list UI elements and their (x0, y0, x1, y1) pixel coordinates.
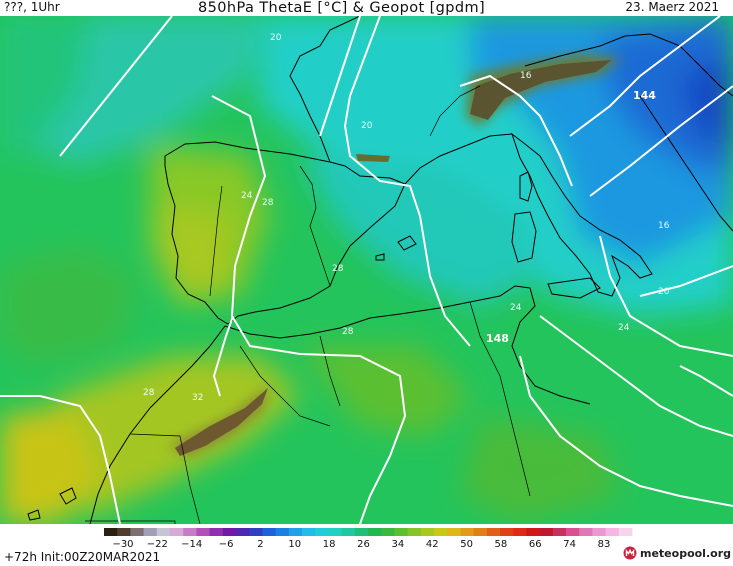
legend-swatch (130, 528, 144, 536)
legend-tick-label: 18 (323, 539, 336, 550)
legend-swatch (394, 528, 408, 536)
contour-label: 28 (143, 388, 155, 398)
legend-swatch (500, 528, 514, 536)
legend-swatch (618, 528, 633, 536)
coastlines (27, 16, 733, 524)
contour-label: 24 (510, 303, 522, 313)
legend-tick-label: 10 (288, 539, 301, 550)
legend-swatch (143, 528, 158, 536)
borders (85, 85, 531, 524)
contour-label: 28 (262, 198, 274, 208)
contour-label: 16 (520, 71, 532, 81)
legend-swatch (473, 528, 488, 536)
legend-swatches (104, 528, 633, 536)
contour-label: 28 (332, 264, 344, 274)
geopot-label: 148 (486, 332, 509, 345)
legend-swatch (117, 528, 131, 536)
legend-tick-label: 26 (357, 539, 370, 550)
legend-swatch (605, 528, 620, 536)
legend-tick-label: 42 (426, 539, 439, 550)
legend-tick-label: 34 (391, 539, 404, 550)
legend-swatch (434, 528, 448, 536)
legend-swatch (156, 528, 171, 536)
legend-swatch (381, 528, 395, 536)
legend-swatch (170, 528, 184, 536)
legend-swatch (526, 528, 540, 536)
legend-swatch (407, 528, 422, 536)
contour-label: 24 (241, 191, 253, 201)
legend-tick-label: 58 (495, 539, 508, 550)
legend-tick-label: 74 (563, 539, 576, 550)
contour-label: 20 (361, 121, 373, 131)
contour-label: 20 (658, 287, 670, 297)
legend-swatch (592, 528, 606, 536)
legend-swatch (328, 528, 342, 536)
legend-tick-label: 50 (460, 539, 473, 550)
legend-swatch (420, 528, 435, 536)
legend-swatch (288, 528, 303, 536)
legend-swatch (183, 528, 197, 536)
contour-label: 20 (270, 33, 282, 43)
contour-label: 16 (658, 221, 670, 231)
legend-swatch (236, 528, 250, 536)
legend-tick-label: −22 (147, 539, 168, 550)
legend-swatch (222, 528, 237, 536)
legend-swatch (539, 528, 554, 536)
geopot-labels: 144 148 (486, 89, 656, 345)
legend-tick-label: 2 (257, 539, 263, 550)
legend-swatch (447, 528, 461, 536)
meteopool-logo[interactable]: meteopool.org (623, 546, 731, 560)
legend-tick-label: 66 (529, 539, 542, 550)
legend-tick-label: 83 (598, 539, 611, 550)
header-run-info: ???, 1Uhr (4, 0, 60, 14)
legend-swatch (262, 528, 276, 536)
legend-swatch (104, 528, 118, 536)
legend-swatch (579, 528, 593, 536)
meteopool-logo-icon (623, 546, 637, 560)
legend-swatch (249, 528, 263, 536)
legend-tick-label: −6 (219, 539, 234, 550)
map-title: 850hPa ThetaE [°C] & Geopot [gpdm] (198, 0, 486, 16)
forecast-init-info: +72h Init:00Z20MAR2021 (4, 550, 161, 564)
contour-labels: 20 16 20 24 28 28 28 24 16 20 24 28 32 (143, 33, 670, 403)
legend-swatch (486, 528, 501, 536)
geopot-label: 144 (633, 89, 656, 102)
legend-swatch (513, 528, 527, 536)
contour-label: 32 (192, 393, 203, 403)
legend-tick-label: −14 (181, 539, 202, 550)
legend-swatch (460, 528, 474, 536)
legend-swatch (209, 528, 224, 536)
legend-swatch (196, 528, 210, 536)
contour-lines (0, 16, 733, 524)
legend-swatch (552, 528, 567, 536)
legend-tick-labels: −30 −22 −14 −6 2 10 18 26 34 42 50 58 66 74 83 (112, 539, 610, 550)
color-scale-legend: −30 −22 −14 −6 2 10 18 26 34 42 50 58 66 74 83 (104, 528, 633, 550)
legend-swatch (368, 528, 382, 536)
legend-swatch (302, 528, 316, 536)
legend-swatch (566, 528, 580, 536)
meteopool-logo-text: meteopool.org (640, 546, 731, 560)
valid-date: 23. Maerz 2021 (625, 0, 719, 14)
thetae-field (0, 16, 733, 524)
legend-swatch (275, 528, 290, 536)
legend-tick-label: −30 (112, 539, 133, 550)
contour-label: 24 (618, 323, 630, 333)
contour-label: 28 (342, 327, 354, 337)
legend-swatch (315, 528, 329, 536)
thetae-map: 20 16 20 24 28 28 28 24 16 20 24 28 32 1… (0, 16, 733, 524)
legend-swatch (341, 528, 356, 536)
legend-swatch (354, 528, 369, 536)
